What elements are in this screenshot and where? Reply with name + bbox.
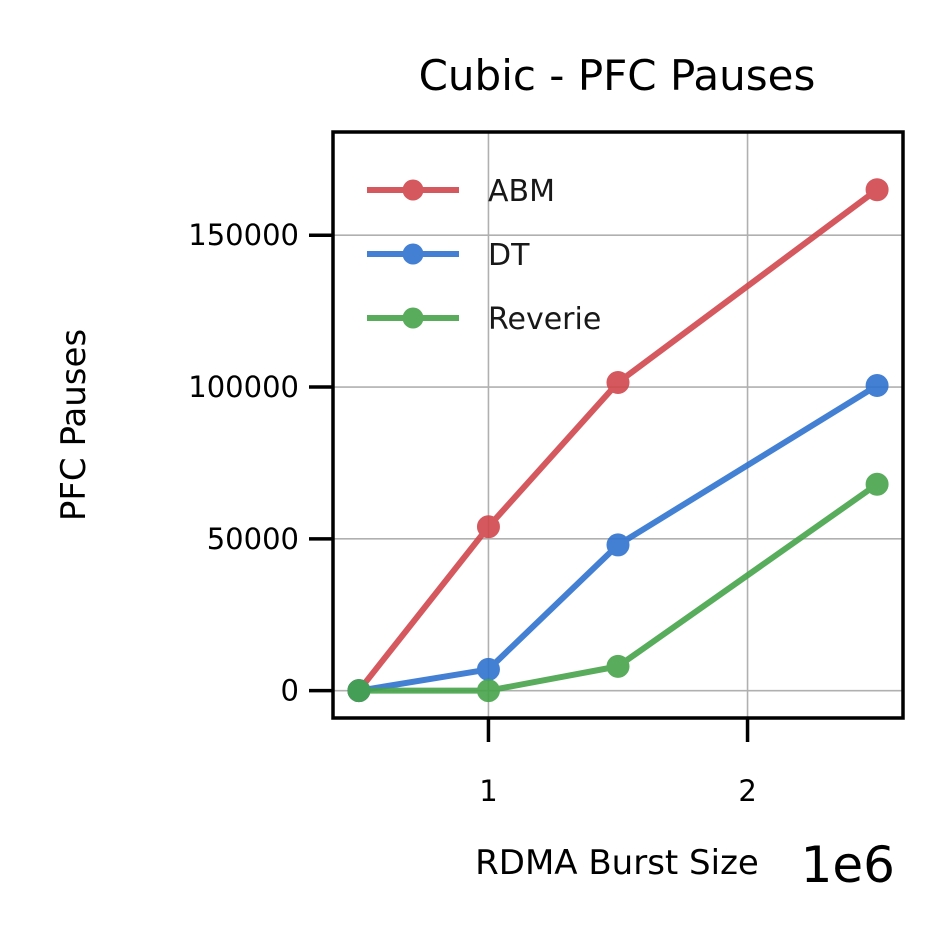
data-point — [347, 679, 371, 703]
data-point — [476, 515, 500, 539]
legend-item-dt[interactable]: DT — [367, 238, 530, 273]
data-point — [606, 533, 630, 557]
series-reverie — [347, 472, 889, 703]
y-tick-label: 100000 — [188, 370, 299, 404]
series-abm — [347, 178, 889, 703]
x-offset-label: 1e6 — [801, 836, 895, 894]
series-line — [358, 382, 879, 694]
y-tick-label: 150000 — [188, 218, 299, 252]
legend-swatch-marker — [402, 179, 424, 201]
y-axis-label: PFC Pauses — [54, 329, 94, 521]
data-point — [865, 374, 889, 398]
y-tick-label: 50000 — [207, 522, 299, 556]
legend-item-reverie[interactable]: Reverie — [367, 302, 601, 337]
legend-swatch-marker — [402, 307, 424, 329]
legend-item-abm[interactable]: ABM — [367, 174, 555, 209]
data-point — [865, 472, 889, 496]
x-tick-label: 1 — [479, 774, 497, 808]
data-point — [476, 657, 500, 681]
y-tick-label: 0 — [281, 674, 299, 708]
ticks: 1 2 0 50000 100000 150000 — [188, 218, 756, 808]
data-point — [476, 679, 500, 703]
data-point — [606, 370, 630, 394]
legend-swatch-marker — [402, 243, 424, 265]
legend[interactable]: ABM DT Reverie — [367, 174, 601, 337]
data-point — [865, 178, 889, 202]
x-axis-label: RDMA Burst Size — [475, 843, 759, 883]
legend-label: DT — [488, 238, 530, 273]
series-layer — [347, 178, 889, 703]
series-line — [358, 481, 879, 694]
legend-label: ABM — [488, 174, 555, 209]
plot-frame — [331, 130, 905, 720]
chart-title: Cubic - PFC Pauses — [419, 51, 816, 100]
data-point — [606, 654, 630, 678]
x-tick-label: 2 — [738, 774, 756, 808]
legend-label: Reverie — [488, 302, 601, 337]
series-line — [356, 187, 879, 693]
